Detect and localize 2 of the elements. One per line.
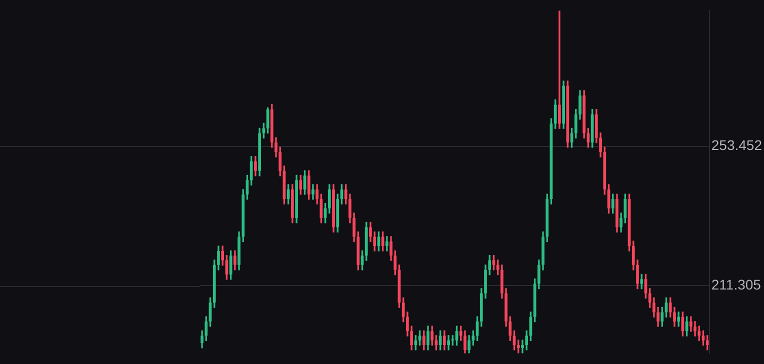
y-tick-label: 253.452 [711,137,762,154]
y-tick-label: 211.305 [711,276,762,293]
